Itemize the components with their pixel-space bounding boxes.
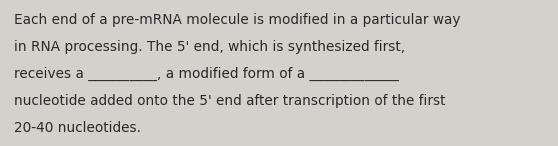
Text: nucleotide added onto the 5' end after transcription of the first: nucleotide added onto the 5' end after t… [14, 94, 445, 108]
Text: 20-40 nucleotides.: 20-40 nucleotides. [14, 121, 141, 135]
Text: receives a __________, a modified form of a _____________: receives a __________, a modified form o… [14, 67, 399, 81]
Text: Each end of a pre-mRNA molecule is modified in a particular way: Each end of a pre-mRNA molecule is modif… [14, 13, 460, 27]
Text: in RNA processing. The 5' end, which is synthesized first,: in RNA processing. The 5' end, which is … [14, 40, 405, 54]
